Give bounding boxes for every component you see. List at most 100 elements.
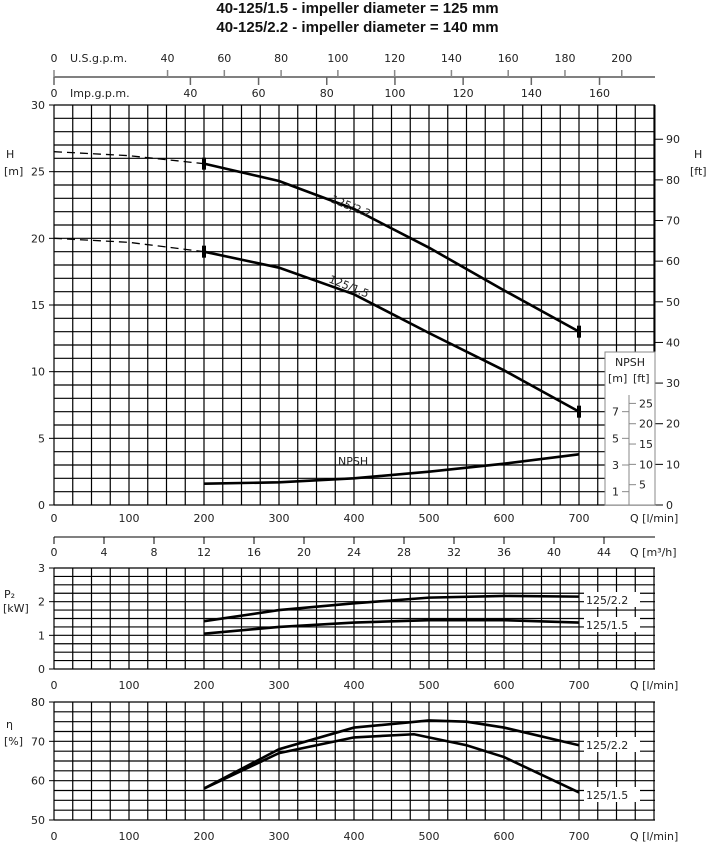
head-ylabel-right-h: H — [694, 148, 702, 161]
npsh-m-tick-label: 1 — [612, 486, 619, 499]
npsh-ft-tick-label: 20 — [639, 418, 653, 431]
power-ylabel-unit: [kW] — [3, 602, 29, 615]
curve-label-npsh: NPSH — [338, 455, 368, 468]
efficiency-label-bg — [584, 787, 640, 802]
impgpm-label: Imp.g.p.m. — [70, 87, 130, 100]
head-xtick-label: 100 — [119, 512, 140, 525]
ft-tick-label: 10 — [666, 458, 680, 471]
curve-label-125-1-5: 125/1.5 — [327, 273, 371, 301]
ft-tick-label: 70 — [666, 215, 680, 228]
power-ylabel: P₂ — [4, 588, 15, 601]
power-xtick-label: 600 — [494, 679, 515, 692]
head-xtick-label: 500 — [419, 512, 440, 525]
efficiency-label-bg — [584, 737, 640, 752]
power-xtick-label: 0 — [51, 679, 58, 692]
ft-tick-label: 60 — [666, 255, 680, 268]
ft-tick-label: 50 — [666, 296, 680, 309]
power-xtick-label: 700 — [569, 679, 590, 692]
power-xtick-label: 300 — [269, 679, 290, 692]
impgpm-tick-label: 0 — [51, 87, 58, 100]
m3h-tick-label: 36 — [497, 546, 511, 559]
chart-title-1: 40-125/1.5 - impeller diameter = 125 mm — [216, 0, 499, 17]
power-xtick-label: 100 — [119, 679, 140, 692]
npsh-ft-tick-label: 25 — [639, 397, 653, 410]
usgpm-tick-label: 120 — [384, 52, 405, 65]
m3h-tick-label: 0 — [51, 546, 58, 559]
head-ytick-label: 15 — [31, 299, 45, 312]
ft-tick-label: 40 — [666, 336, 680, 349]
m3h-tick-label: 20 — [297, 546, 311, 559]
usgpm-tick-label: 160 — [498, 52, 519, 65]
power-label-bg — [584, 617, 640, 632]
head-ytick-label: 5 — [38, 432, 45, 445]
usgpm-tick-label: 200 — [611, 52, 632, 65]
power-ytick-label: 2 — [38, 596, 45, 609]
m3h-tick-label: 44 — [597, 546, 611, 559]
efficiency-xtick-label: 300 — [269, 830, 290, 843]
efficiency-ytick-label: 70 — [31, 735, 45, 748]
m3h-tick-label: 12 — [197, 546, 211, 559]
efficiency-xtick-label: 400 — [344, 830, 365, 843]
efficiency-xtick-label: 100 — [119, 830, 140, 843]
npsh-ft-tick-label: 5 — [639, 479, 646, 492]
m3h-label: Q [m³/h] — [630, 546, 677, 559]
usgpm-tick-label: 140 — [441, 52, 462, 65]
power-xtick-label: 400 — [344, 679, 365, 692]
efficiency-ylabel: η — [6, 718, 13, 731]
impgpm-tick-label: 140 — [521, 87, 542, 100]
efficiency-ytick-label: 60 — [31, 775, 45, 788]
head-curve-NPSH — [203, 453, 580, 485]
m3h-tick-label: 32 — [447, 546, 461, 559]
m3h-tick-label: 16 — [247, 546, 261, 559]
m3h-tick-label: 28 — [397, 546, 411, 559]
head-ytick-label: 10 — [31, 366, 45, 379]
efficiency-xlabel: Q [l/min] — [630, 830, 678, 843]
m3h-tick-label: 24 — [347, 546, 361, 559]
head-xtick-label: 0 — [51, 512, 58, 525]
head-xlabel: Q [l/min] — [630, 512, 678, 525]
usgpm-tick-label: 0 — [51, 52, 58, 65]
head-ytick-label: 30 — [31, 99, 45, 112]
impgpm-tick-label: 80 — [320, 87, 334, 100]
ft-tick-label: 90 — [666, 133, 680, 146]
power-label-bg — [584, 592, 640, 607]
efficiency-curve-125-1-5 — [203, 732, 580, 794]
usgpm-tick-label: 180 — [554, 52, 575, 65]
head-ylabel-h: H — [6, 148, 14, 161]
npsh-m-tick-label: 5 — [612, 432, 619, 445]
usgpm-tick-label: 40 — [161, 52, 175, 65]
usgpm-tick-label: 100 — [327, 52, 348, 65]
ft-tick-label: 0 — [666, 499, 673, 512]
power-label-125-2-2: 125/2.2 — [586, 594, 628, 607]
power-ytick-label: 3 — [38, 562, 45, 575]
efficiency-curve-125-2-2 — [203, 719, 580, 790]
m3h-tick-label: 4 — [101, 546, 108, 559]
efficiency-ytick-label: 80 — [31, 696, 45, 709]
efficiency-label-125-2-2: 125/2.2 — [586, 739, 628, 752]
power-curve-125-1-5 — [203, 618, 580, 635]
chart-title-2: 40-125/2.2 - impeller diameter = 140 mm — [216, 19, 499, 36]
head-xtick-label: 700 — [569, 512, 590, 525]
head-ytick-label: 25 — [31, 166, 45, 179]
impgpm-tick-label: 120 — [453, 87, 474, 100]
impgpm-tick-label: 60 — [252, 87, 266, 100]
head-xtick-label: 200 — [194, 512, 215, 525]
efficiency-ylabel-unit: [%] — [4, 735, 23, 748]
power-ytick-label: 0 — [38, 663, 45, 676]
head-ytick-label: 0 — [38, 499, 45, 512]
ft-tick-label: 30 — [666, 377, 680, 390]
efficiency-xtick-label: 600 — [494, 830, 515, 843]
m3h-tick-label: 40 — [547, 546, 561, 559]
impgpm-tick-label: 100 — [384, 87, 405, 100]
efficiency-xtick-label: 0 — [51, 830, 58, 843]
npsh-m-tick-label: 7 — [612, 406, 619, 419]
impgpm-tick-label: 40 — [183, 87, 197, 100]
usgpm-tick-label: 60 — [217, 52, 231, 65]
ft-tick-label: 80 — [666, 174, 680, 187]
efficiency-xtick-label: 200 — [194, 830, 215, 843]
head-curve-125-1-5 — [203, 250, 580, 413]
usgpm-label: U.S.g.p.m. — [70, 52, 127, 65]
head-ylabel-right-unit: [ft] — [690, 165, 707, 178]
npsh-m-label: [m] — [608, 372, 627, 385]
